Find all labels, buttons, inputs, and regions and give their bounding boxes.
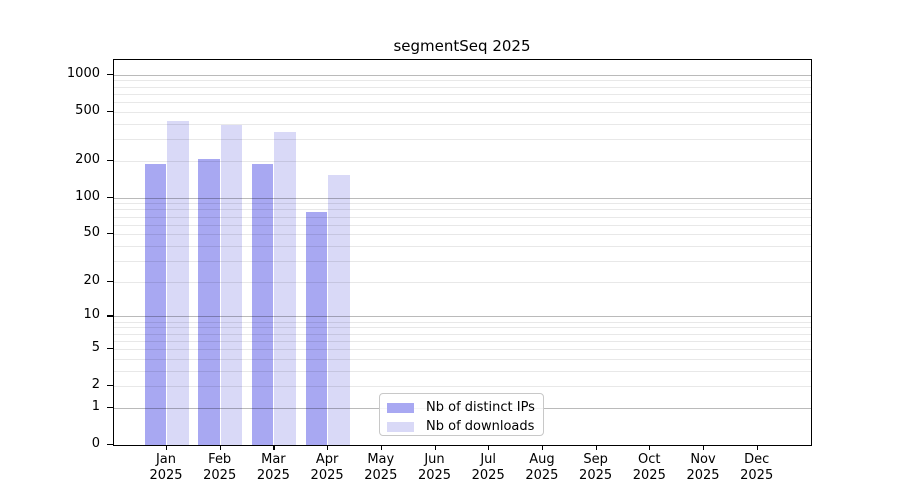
bar-nb-of-downloads-mar [274, 131, 296, 445]
y-tick-label-5: 5 [91, 339, 100, 355]
x-tick-month: Jul [480, 452, 497, 467]
x-tick-month: May [367, 452, 395, 467]
x-tick-label-dec: Dec 2025 [729, 452, 785, 483]
x-tick-mark-sep [595, 445, 597, 450]
y-tick-label-200: 200 [75, 151, 100, 167]
bar-nb-of-distinct-ips-feb [198, 159, 220, 445]
legend-item-distinct-ips: Nb of distinct IPs [387, 400, 543, 415]
x-tick-month: Mar [261, 452, 286, 467]
y-tick-label-500: 500 [75, 102, 100, 118]
x-tick-label-jul: Jul 2025 [460, 452, 516, 483]
x-tick-mark-jul [488, 445, 490, 450]
y-tick-mark-1000 [107, 73, 113, 75]
legend-item-downloads: Nb of downloads [387, 419, 543, 434]
x-tick-mark-aug [541, 445, 544, 450]
x-tick-mark-apr [327, 445, 329, 450]
y-tick-label-20: 20 [83, 272, 100, 288]
y-tick-label-10: 10 [83, 307, 100, 323]
bar-nb-of-downloads-jan [167, 121, 189, 445]
x-tick-year: 2025 [579, 467, 613, 483]
y-tick-mark-5 [107, 347, 113, 350]
x-tick-year: 2025 [310, 467, 344, 483]
y-tick-mark-200 [107, 159, 113, 161]
x-tick-mark-oct [649, 445, 651, 450]
y-tick-mark-1 [107, 406, 113, 409]
x-tick-mark-mar [273, 445, 275, 450]
x-tick-mark-jun [434, 445, 436, 450]
x-tick-month: Jan [155, 452, 177, 467]
x-tick-year: 2025 [686, 467, 720, 483]
y-tick-mark-20 [107, 280, 113, 283]
bar-nb-of-distinct-ips-jan [144, 163, 166, 445]
legend-label-downloads: Nb of downloads [426, 419, 535, 434]
y-tick-mark-100 [107, 196, 113, 198]
x-tick-year: 2025 [417, 467, 452, 483]
x-tick-label-feb: Feb 2025 [192, 452, 248, 483]
x-tick-month: Apr [315, 452, 339, 467]
x-tick-month: Nov [690, 452, 716, 467]
x-tick-label-nov: Nov 2025 [675, 452, 731, 483]
x-tick-month: Oct [638, 452, 661, 467]
y-axis: 0 1 2 5 10 20 50 100 200 500 1000 [0, 59, 113, 451]
y-tick-mark-2 [107, 385, 113, 387]
y-tick-label-100: 100 [75, 188, 100, 204]
x-tick-label-jun: Jun 2025 [407, 452, 463, 483]
x-tick-year: 2025 [364, 467, 398, 483]
x-tick-label-apr: Apr 2025 [299, 452, 355, 483]
x-tick-month: Dec [744, 452, 770, 467]
plot-area [113, 59, 812, 446]
x-tick-year: 2025 [203, 467, 237, 483]
x-tick-year: 2025 [632, 467, 666, 483]
x-tick-year: 2025 [149, 467, 183, 483]
x-tick-month: Aug [529, 452, 555, 467]
x-tick-mark-dec [756, 445, 758, 450]
x-tick-year: 2025 [471, 467, 505, 483]
x-tick-label-jan: Jan 2025 [138, 452, 194, 483]
x-tick-label-aug: Aug 2025 [514, 452, 570, 483]
y-tick-label-50: 50 [83, 225, 100, 241]
x-tick-mark-feb [219, 445, 221, 450]
x-tick-label-mar: Mar 2025 [245, 452, 301, 483]
y-tick-label-0: 0 [91, 436, 100, 451]
x-tick-month: Feb [208, 452, 232, 467]
y-tick-mark-0 [107, 444, 113, 446]
legend-swatch-downloads [387, 421, 414, 432]
x-tick-year: 2025 [256, 467, 290, 483]
bar-nb-of-downloads-feb [220, 125, 243, 445]
x-tick-month: Jun [424, 452, 445, 467]
bar-nb-of-downloads-apr [328, 175, 350, 445]
chart-title: segmentSeq 2025 [393, 37, 531, 55]
y-tick-mark-50 [107, 233, 113, 235]
y-tick-label-2: 2 [91, 377, 100, 393]
y-tick-label-1000: 1000 [66, 65, 100, 81]
bar-nb-of-distinct-ips-apr [305, 212, 328, 445]
legend-swatch-distinct-ips [387, 402, 414, 413]
y-tick-label-1: 1 [91, 398, 100, 414]
x-axis: Jan 2025 Feb 2025 Mar 2025 Apr 2025 May 2025 Jun 20… [113, 444, 811, 500]
x-tick-mark-may [380, 445, 382, 450]
x-tick-year: 2025 [740, 467, 774, 483]
x-tick-mark-nov [703, 445, 705, 450]
legend-label-distinct-ips: Nb of distinct IPs [426, 400, 535, 415]
y-tick-mark-500 [107, 110, 113, 113]
bar-nb-of-distinct-ips-mar [251, 163, 274, 445]
legend: Nb of distinct IPs Nb of downloads [379, 393, 544, 436]
x-tick-label-oct: Oct 2025 [621, 452, 677, 483]
y-tick-mark-10 [107, 315, 113, 317]
x-tick-month: Sep [583, 452, 608, 467]
x-tick-label-sep: Sep 2025 [568, 452, 624, 483]
bars-layer [114, 60, 811, 445]
x-tick-mark-jan [166, 445, 168, 450]
x-tick-label-may: May 2025 [353, 452, 409, 483]
x-tick-year: 2025 [525, 467, 559, 483]
